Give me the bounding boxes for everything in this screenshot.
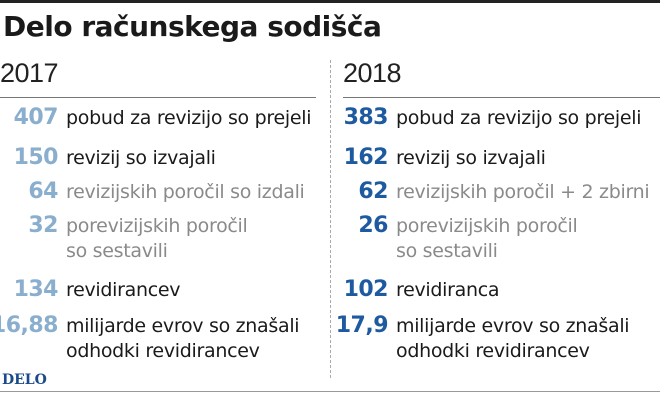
stat-value: 26 [358,213,388,238]
stat-label: milijarde evrov so znašali odhodki revidi… [66,314,300,364]
footer-rule [0,391,660,392]
stat-label-line: revizijskih poročil so izdali [66,181,305,203]
stat-label-line: porevizijskih poročil [396,215,578,237]
stat-label: porevizijskih poročil so sestavili [396,214,578,264]
stat-label-line: milijarde evrov so znašali [396,315,630,337]
stat-label: revidirancev [66,278,181,303]
right-header-rule [343,97,660,98]
stat-label: revizijskih poročil so izdali [66,180,305,205]
stat-label: revizij so izvajali [66,146,216,171]
stat-value: 17,9 [335,313,389,338]
stat-label-line: revizijskih poročil + 2 zbirni [396,181,650,203]
stat-value: 32 [28,213,58,238]
stat-label-line: porevizijskih poročil [66,215,248,237]
stat-value: 16,88 [0,313,59,338]
stat-label-line: odhodki revidirancev [66,340,260,362]
stat-value: 134 [13,277,59,302]
stat-label: revizij so izvajali [396,146,546,171]
left-header-rule [0,97,316,98]
year-2018-heading: 2018 [343,58,402,88]
stat-label: pobud za revizijo so prejeli [66,106,311,131]
stat-label: pobud za revizijo so prejeli [396,106,641,131]
stat-value: 407 [13,105,59,130]
stat-label-line: revidiranca [396,279,500,301]
stat-label-line: revizij so izvajali [396,147,546,169]
stat-value: 162 [343,145,389,170]
stat-label-line: revidirancev [66,279,181,301]
stat-label-line: odhodki revidirancev [396,340,590,362]
stat-value: 383 [343,105,389,130]
page-title: Delo računskega sodišča [3,10,382,43]
stat-label-line: pobud za revizijo so prejeli [66,107,312,129]
stat-label: milijarde evrov so znašali odhodki revidi… [396,314,630,364]
stat-label-line: revizij so izvajali [66,147,216,169]
stat-label: revidiranca [396,278,500,303]
stat-value: 62 [358,179,388,204]
stat-label: revizijskih poročil + 2 zbirni [396,180,650,205]
stat-value: 150 [13,145,59,170]
delo-logo: DELO [2,372,47,388]
stat-value: 64 [28,179,58,204]
stat-label-line: so sestavili [396,240,498,262]
column-divider [330,60,331,378]
top-rule [0,0,660,3]
stat-value: 102 [343,277,389,302]
stat-label-line: pobud za revizijo so prejeli [396,107,642,129]
stat-label: porevizijskih poročil so sestavili [66,214,248,264]
stat-label-line: so sestavili [66,240,168,262]
year-2017-heading: 2017 [0,58,59,88]
stat-label-line: milijarde evrov so znašali [66,315,300,337]
